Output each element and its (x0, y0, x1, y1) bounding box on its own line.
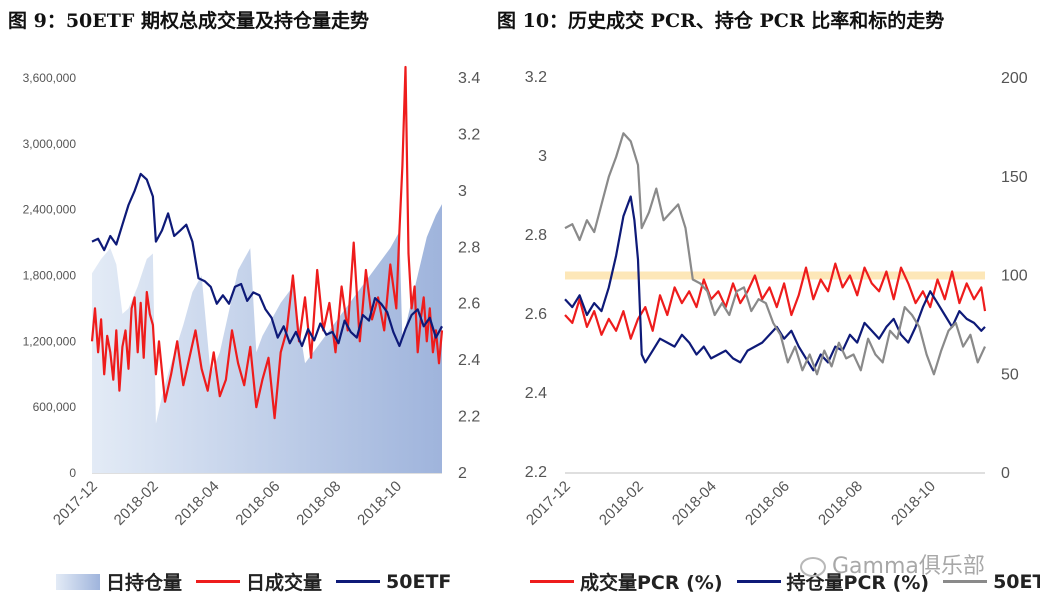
y-right-tick-label: 3.4 (458, 70, 480, 87)
legend-swatch-red (196, 580, 241, 583)
legend-item-50etf: 50ETF (336, 571, 451, 593)
watermark-text: Gamma俱乐部 (832, 554, 985, 579)
series-line-0 (564, 262, 987, 340)
y-right-tick-label: 2 (458, 465, 467, 482)
y-left-tick-label: 2.8 (525, 227, 547, 244)
right-chart-title: 图 10：历史成交 PCR、持仓 PCR 比率和标的走势 (497, 10, 945, 32)
x-tick-label: 2018-02 (596, 478, 647, 529)
legend-swatch-red (530, 580, 574, 583)
y-right-tick-label: 0 (1001, 465, 1010, 482)
legend-swatch-area (56, 573, 100, 590)
y-left-tick-label: 3.2 (525, 69, 547, 86)
y-right-tick-label: 2.4 (458, 352, 480, 369)
y-right-tick-label: 3 (458, 183, 467, 200)
wechat-icon (800, 557, 826, 577)
y-left-tick-label: 2.6 (525, 306, 547, 323)
y-left-tick-label: 1,200,000 (23, 334, 77, 348)
watermark: Gamma俱乐部 (800, 548, 985, 580)
y-right-tick-label: 2.6 (458, 296, 480, 313)
y-right-tick-label: 150 (1001, 169, 1028, 186)
right-legend: 成交量PCR (%) 持仓量PCR (%) 50ETF (530, 568, 1040, 595)
series-line-1 (564, 195, 986, 372)
legend-item-daily-volume: 日成交量 (196, 568, 322, 595)
y-left-tick-label: 2.2 (525, 464, 547, 481)
x-tick-label: 2017-12 (523, 478, 574, 529)
x-tick-label: 2018-08 (815, 478, 866, 529)
legend-label: 成交量PCR (%) (580, 572, 723, 594)
y-left-tick-label: 3,000,000 (23, 137, 77, 151)
y-right-tick-label: 100 (1001, 268, 1028, 285)
legend-swatch-gray (943, 580, 988, 583)
y-left-tick-label: 1,800,000 (23, 269, 77, 283)
y-left-tick-label: 2.4 (525, 385, 547, 402)
legend-label: 50ETF (386, 570, 452, 593)
y-left-tick-label: 600,000 (33, 400, 77, 414)
series-line-1 (90, 65, 444, 420)
left-chart-title: 图 9：50ETF 期权总成交量及持仓量走势 (8, 10, 370, 32)
x-tick-label: 2018-06 (742, 478, 793, 529)
y-right-tick-label: 2.2 (458, 409, 480, 426)
legend-item-50etf: 50ETF (943, 571, 1040, 593)
legend-label: 日持仓量 (106, 572, 183, 594)
legend-item-volume-pcr: 成交量PCR (%) (530, 568, 723, 595)
series-line-2 (564, 132, 986, 376)
y-right-tick-label: 200 (1001, 70, 1028, 87)
legend-item-open-interest: 日持仓量 (56, 568, 182, 595)
y-left-tick-label: 2,400,000 (23, 203, 77, 217)
legend-swatch-navy (336, 580, 381, 583)
y-left-tick-label: 0 (69, 466, 76, 480)
x-tick-label: 2018-10 (888, 478, 939, 529)
y-right-tick-label: 2.8 (458, 239, 480, 256)
legend-label: 50ETF (993, 570, 1040, 593)
y-right-tick-label: 50 (1001, 366, 1019, 383)
reference-band (565, 271, 985, 280)
legend-label: 持仓量PCR (%) (786, 572, 930, 594)
y-left-tick-label: 3 (538, 148, 547, 165)
y-right-tick-label: 3.2 (458, 126, 480, 143)
legend-label: 日成交量 (246, 572, 323, 594)
y-left-tick-label: 3,600,000 (23, 71, 77, 85)
series-area-0 (92, 204, 442, 474)
x-tick-label: 2018-04 (669, 478, 720, 529)
legend-swatch-navy (736, 580, 781, 583)
left-legend: 日持仓量 日成交量 50ETF (56, 568, 465, 595)
series-line-2 (91, 172, 443, 348)
legend-item-oi-pcr: 持仓量PCR (%) (736, 568, 930, 595)
